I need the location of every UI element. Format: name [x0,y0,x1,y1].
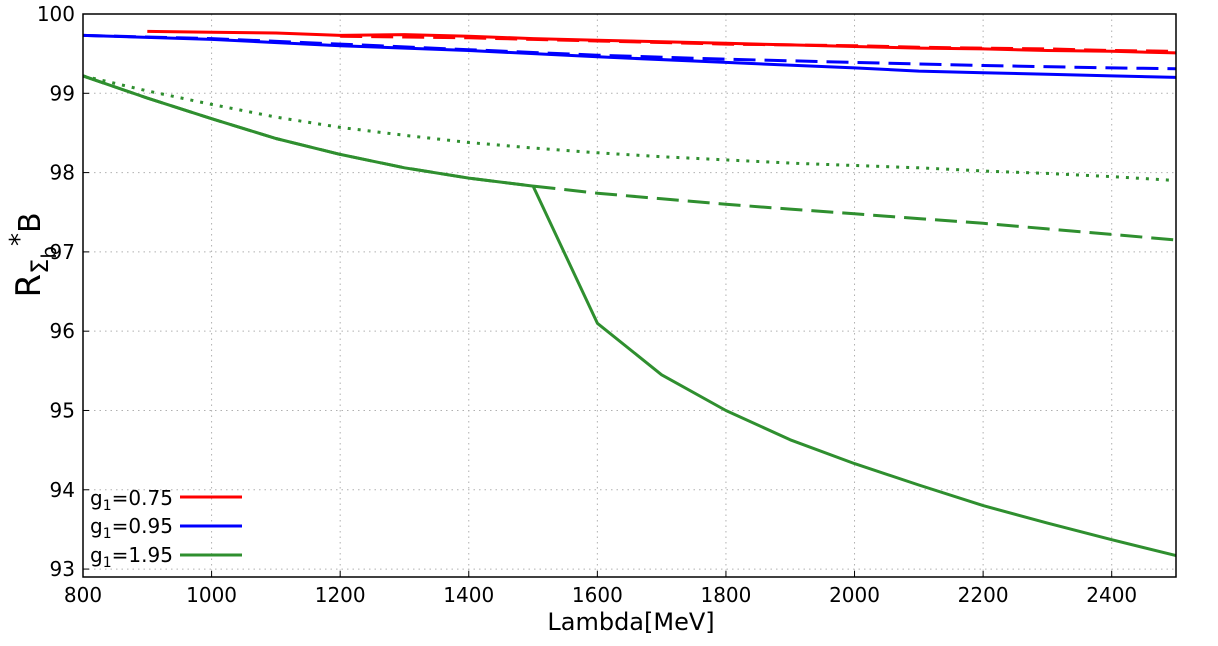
legend-prefix: g [90,514,103,538]
y-axis-title-sup: * [5,233,35,246]
x-tick-label: 1000 [186,583,237,607]
plot-frame [82,13,1177,578]
y-tick-label: 99 [50,81,75,105]
grid [83,14,1176,577]
y-tick-label: 100 [37,2,75,26]
y-axis-title-sub-b: b [37,246,61,259]
legend-value: =0.75 [112,486,173,510]
series-line-g1-0-75-dashed [340,34,1177,53]
x-axis-title: Lambda[MeV] [547,608,714,636]
legend-entry-2: g1=1.95 [90,543,242,571]
legend: g1=0.75 g1=0.95 g1=1.95 [90,486,242,571]
y-axis-title-sub-sigma: Σ [26,259,54,274]
y-tick-label: 97 [50,240,75,264]
legend-prefix: g [90,543,103,567]
legend-sub: 1 [103,498,112,514]
legend-prefix: g [90,486,103,510]
y-axis-title: RΣb*B [5,212,61,297]
legend-sub: 1 [103,526,112,542]
series-line-g1-1-95-solid [82,74,1177,558]
legend-value: =1.95 [112,543,173,567]
x-tick-label: 800 [64,583,102,607]
x-tick-label: 1800 [700,583,751,607]
svg-text:g1=0.75: g1=0.75 [90,486,173,514]
y-tick-label: 95 [50,398,75,422]
svg-text:g1=0.95: g1=0.95 [90,514,173,542]
y-axis-title-main: R [9,274,49,298]
y-tick-label: 93 [50,557,75,581]
y-tick-label: 98 [50,161,75,185]
x-tick-label: 1600 [572,583,623,607]
x-tick-label: 2200 [958,583,1009,607]
x-tick-label: 2000 [829,583,880,607]
legend-entry-1: g1=0.95 [90,514,242,542]
y-tick-label: 94 [50,478,75,502]
y-axis-title-tail: B [13,212,48,233]
svg-text:g1=1.95: g1=1.95 [90,543,173,571]
legend-value: =0.95 [112,514,173,538]
tick-labels: 800 1000 1200 1400 1600 1800 2000 2200 2400 93 94 9… [37,2,1137,607]
series-line-g1-1-95-dashed [82,74,1177,242]
y-tick-label: 96 [50,319,75,343]
legend-sub: 1 [103,555,112,571]
series-layer [82,29,1177,558]
x-tick-label: 2400 [1086,583,1137,607]
x-tick-label: 1200 [315,583,366,607]
series-line-g1-0-95-dashed [82,33,1177,71]
x-tick-label: 1400 [443,583,494,607]
legend-entry-0: g1=0.75 [90,486,242,514]
